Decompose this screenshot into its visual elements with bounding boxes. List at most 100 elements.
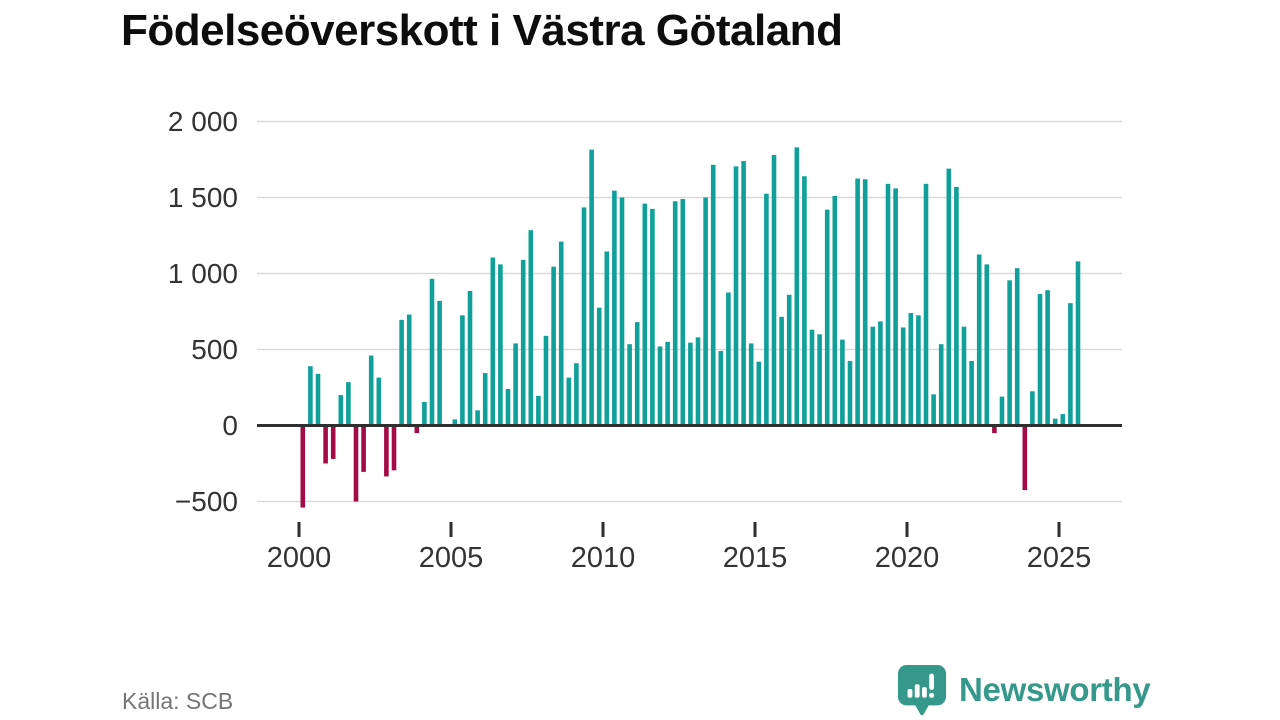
bar (680, 199, 686, 426)
bar (460, 315, 465, 426)
bar (520, 259, 526, 426)
bar (581, 207, 587, 426)
bar (612, 190, 617, 426)
bar (490, 257, 496, 426)
bar (558, 241, 564, 426)
bar (672, 201, 678, 426)
bar (878, 321, 883, 426)
bar (414, 425, 420, 434)
bar-chart: 2 000 1 500 1 000 500 0 −500 2000 2005 2010 2015 2… (168, 106, 1122, 574)
bar (627, 344, 632, 426)
bar (437, 300, 442, 426)
bar (726, 292, 731, 426)
bar (551, 266, 556, 426)
bar (330, 425, 336, 459)
bar (703, 197, 708, 426)
chart-title: Födelseöverskott i Västra Götaland (121, 6, 843, 55)
bar (665, 341, 670, 426)
bar (452, 419, 458, 426)
bar (353, 425, 359, 502)
bar (315, 373, 321, 426)
brand-name: Newsworthy (959, 671, 1151, 708)
bar (475, 410, 480, 426)
bar (695, 337, 701, 426)
bar (1037, 294, 1043, 426)
bar (786, 294, 792, 426)
bar (817, 334, 822, 426)
bar (809, 329, 815, 426)
bar (376, 377, 382, 426)
bar (802, 176, 807, 426)
bar (885, 183, 891, 426)
bar (346, 382, 351, 426)
bar (779, 316, 784, 426)
bar (733, 166, 739, 426)
bar (619, 197, 625, 426)
bar (1022, 425, 1028, 491)
bar (893, 188, 898, 426)
bar (513, 343, 518, 426)
bar (847, 360, 853, 426)
bar (718, 351, 724, 426)
bar (498, 264, 503, 426)
bar (771, 154, 777, 426)
bar (946, 168, 952, 426)
bar (938, 344, 944, 426)
bar (422, 401, 427, 426)
y-axis-label: 2 000 (168, 106, 238, 137)
bar (308, 366, 313, 426)
source-note: Källa: SCB (122, 688, 234, 714)
bar (710, 164, 716, 426)
bar (1045, 290, 1050, 426)
bar (536, 395, 541, 426)
bar (992, 425, 997, 434)
bar (741, 161, 746, 426)
bar (862, 179, 868, 426)
bar (688, 342, 693, 426)
bar (596, 307, 602, 426)
bar (870, 326, 876, 426)
x-axis-label: 2005 (419, 542, 484, 574)
bar (368, 355, 374, 426)
x-axis-label: 2025 (1027, 542, 1092, 574)
bar (954, 186, 959, 426)
bar (384, 425, 389, 477)
bar (748, 343, 754, 426)
bar (399, 319, 404, 426)
bar (824, 209, 830, 426)
bar (361, 425, 366, 472)
bar (589, 149, 594, 426)
bar (650, 208, 655, 426)
y-axis-label: −500 (175, 486, 238, 517)
bar (543, 335, 549, 426)
bar (900, 327, 906, 426)
bar (756, 361, 762, 426)
bar (931, 394, 936, 426)
bar (300, 425, 306, 508)
bar (961, 326, 967, 426)
y-axis-label: 0 (222, 410, 238, 441)
bar (923, 183, 929, 426)
bar (984, 264, 990, 426)
bar (908, 313, 914, 426)
bar (482, 373, 488, 426)
bar (840, 339, 845, 426)
bar (406, 314, 412, 426)
y-axis-label: 1 500 (168, 182, 238, 213)
bar (429, 278, 435, 426)
bar (528, 230, 534, 426)
bar (976, 254, 982, 426)
bar (391, 425, 397, 471)
x-axis-label: 2020 (875, 542, 940, 574)
bar (916, 315, 921, 426)
bar (1060, 414, 1066, 426)
bar (505, 389, 511, 426)
x-axis-label: 2010 (571, 542, 636, 574)
bar (1075, 261, 1081, 426)
x-axis-label: 2015 (723, 542, 788, 574)
y-axis-label: 500 (191, 334, 238, 365)
bar (832, 195, 838, 426)
bar (794, 147, 800, 426)
bar (566, 377, 572, 426)
bar (999, 396, 1005, 426)
